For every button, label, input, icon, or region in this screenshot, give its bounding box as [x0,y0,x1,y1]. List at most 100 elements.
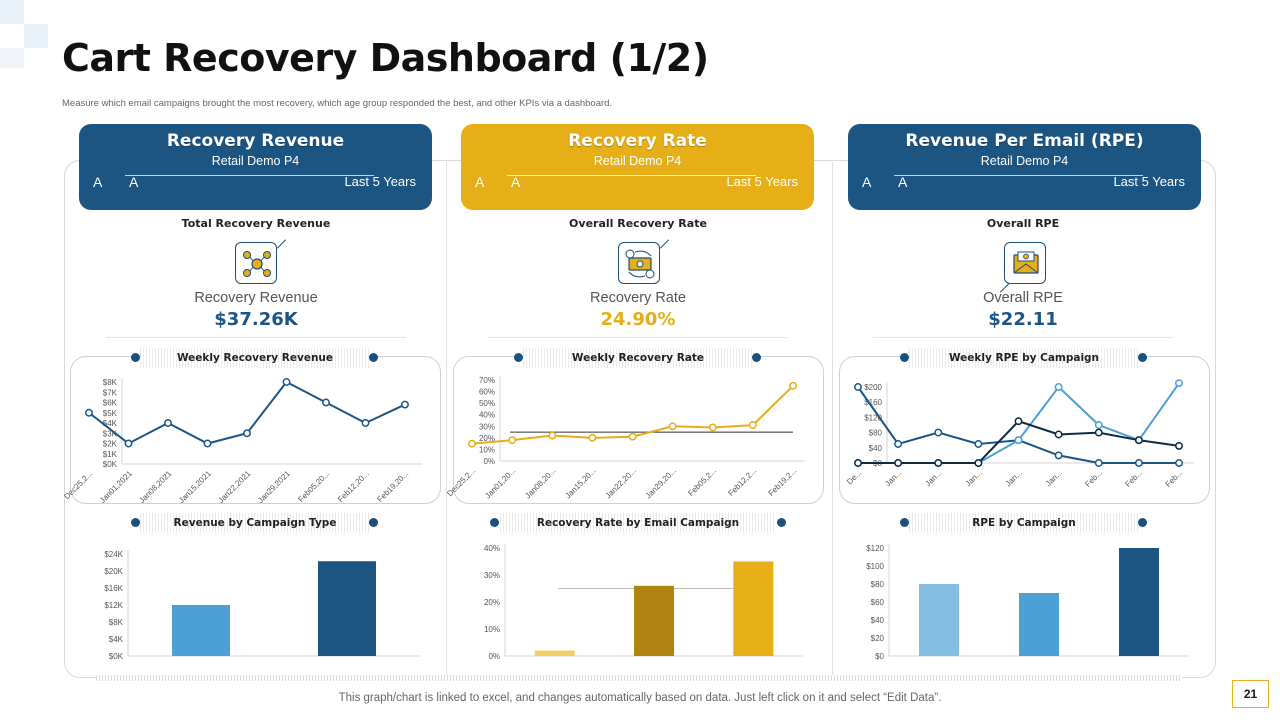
y-tick-label: 20% [484,598,500,607]
page-subtitle: Measure which email campaigns brought th… [62,98,613,109]
title-bullet [777,518,786,527]
header-card-recovery-rate[interactable]: Recovery Rate Retail Demo P4 A A Last 5 … [461,124,814,210]
header-card-rpe[interactable]: Revenue Per Email (RPE) Retail Demo P4 A… [848,124,1201,210]
y-tick-label: $2K [103,440,118,449]
y-tick-label: 0% [488,652,500,661]
header-divider [125,175,374,176]
font-size-decrease: A [898,174,908,190]
rpe-by-campaign-chart[interactable]: $0 $20 $40 $60 $80 $100 $120 [839,536,1209,668]
y-tick-label: $80 [871,580,885,589]
header-card-recovery-revenue[interactable]: Recovery Revenue Retail Demo P4 A A Last… [79,124,432,210]
x-tick-label: Jan22,2021 [216,469,252,505]
page-number: 21 [1232,680,1269,708]
data-point [1054,383,1063,391]
kpi-name: Overall RPE [983,290,1063,306]
weekly-rpe-box[interactable] [839,356,1210,504]
data-point [243,429,251,438]
x-tick-label: Feb12,2... [726,466,758,498]
font-size-increase: A [93,174,103,190]
data-point [124,439,133,448]
kpi-name: Recovery Revenue [194,290,318,306]
weekly-recovery-rate-title: Weekly Recovery Rate [523,348,753,368]
y-tick-label: $1K [103,450,118,459]
bar [634,585,674,656]
kpi-value: 24.90% [600,309,676,330]
page-title: Cart Recovery Dashboard (1/2) [62,36,709,80]
title-bullet [369,518,378,527]
money-network-icon [235,242,277,284]
x-tick-label: Feb... [1164,468,1185,489]
y-tick-label: $12K [104,601,123,610]
kpi-separator [873,337,1173,338]
data-point [282,378,291,386]
y-tick-label: $100 [866,562,884,571]
y-tick-label: 70% [479,376,495,385]
font-size-increase: A [475,174,485,190]
kpi-label: Total Recovery Revenue [181,217,331,230]
data-point [322,398,330,407]
recovery-rate-by-email-campaign-title: Recovery Rate by Email Campaign [500,513,776,533]
font-size-decrease: A [129,174,139,190]
x-tick-label: Jan08,20... [523,466,557,500]
data-point [854,459,862,467]
kpi-value: $37.26K [214,309,298,330]
data-point [894,440,903,448]
data-point [1175,459,1183,467]
data-point [361,419,370,427]
corner-decoration [0,0,60,70]
data-point [628,432,637,441]
y-tick-label: $120 [864,413,882,422]
x-tick-label: Jan... [883,468,903,488]
kpi-separator [106,337,406,338]
data-point [934,459,943,467]
data-point [1175,379,1183,388]
y-tick-label: $20K [104,567,123,576]
period-label: Last 5 Years [1113,174,1185,189]
x-tick-label: Feb12,20... [336,469,371,504]
y-tick-label: $8K [109,618,124,627]
y-tick-label: 20% [479,434,495,443]
data-point [894,459,903,467]
kpi-name: Recovery Rate [590,290,686,306]
data-point [708,423,717,432]
y-tick-label: $0K [103,460,118,469]
bar [318,561,376,656]
y-tick-label: $20 [871,634,885,643]
x-tick-label: Jan15,20... [563,466,597,500]
y-tick-label: 40% [479,411,495,420]
y-tick-label: $6K [103,399,118,408]
x-tick-label: Jan... [964,468,984,488]
data-point [548,431,557,440]
header-divider [894,175,1143,176]
recovery-rate-by-email-campaign-chart[interactable]: 0% 10% 20% 30% 40% [453,536,823,668]
weekly-recovery-revenue-title: Weekly Recovery Revenue [140,348,370,368]
data-point [748,421,757,430]
data-point [1054,430,1063,439]
weekly-recovery-rate-box[interactable] [453,356,824,504]
title-bullet [490,518,499,527]
x-tick-label: Jan01,20... [483,466,517,500]
bar [1019,593,1059,656]
period-label: Last 5 Years [726,174,798,189]
x-tick-label: Feb... [1083,468,1104,489]
data-point [401,400,409,409]
data-point [1094,421,1103,429]
data-point [588,433,597,442]
title-bullet [131,518,140,527]
x-tick-label: Feb19,2... [767,466,799,498]
title-bullet [131,353,140,362]
data-point [1094,428,1103,437]
y-tick-label: $4K [103,419,118,428]
revenue-by-campaign-type-chart[interactable]: $0K $4K $8K $12K $16K $20K $24K [70,536,440,668]
y-tick-label: $7K [103,388,118,397]
y-tick-label: $0K [109,652,124,661]
kpi-label: Overall RPE [986,217,1060,230]
title-bullet [900,518,909,527]
y-tick-label: 30% [484,571,500,580]
kpi-value: $22.11 [988,309,1058,330]
data-point [974,459,983,467]
weekly-recovery-rate-chart[interactable]: 0%10%20%30%40%50%60%70%Dec25,2... Jan01,2… [445,368,823,500]
title-bullet [1138,518,1147,527]
